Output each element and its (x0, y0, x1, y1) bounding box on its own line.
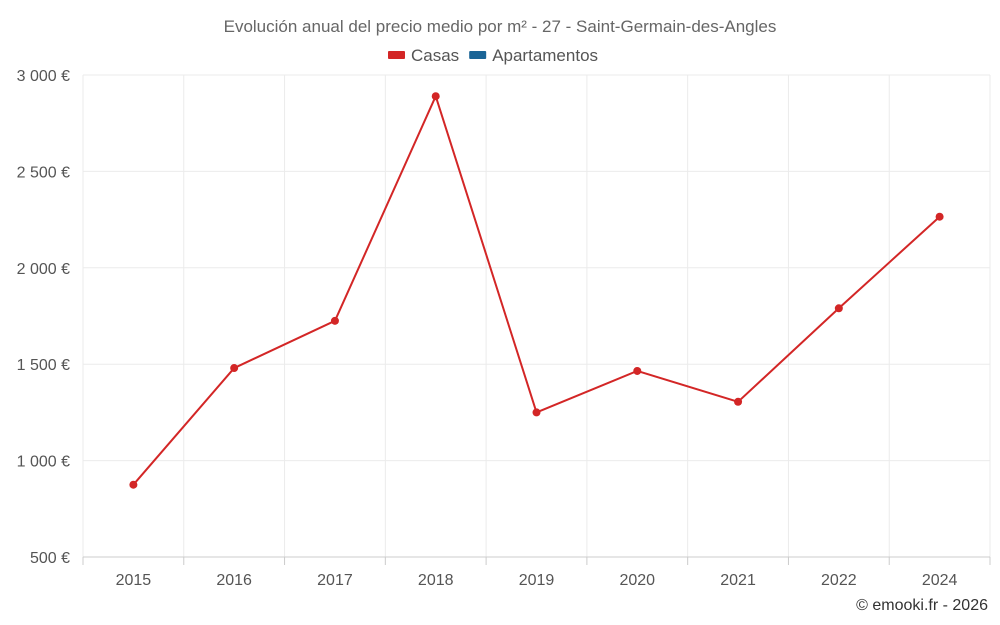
data-point (734, 397, 743, 406)
legend-swatch (388, 51, 405, 59)
y-tick-label: 3 000 € (17, 68, 70, 85)
x-tick-label: 2020 (619, 572, 655, 589)
x-tick-label: 2015 (116, 572, 152, 589)
x-tick-label: 2021 (720, 572, 756, 589)
data-point (129, 480, 138, 489)
series-line-casas (132, 95, 941, 486)
y-tick-label: 2 000 € (17, 261, 70, 278)
legend-label: Apartamentos (492, 46, 598, 65)
data-point (633, 366, 642, 375)
x-tick-label: 2016 (216, 572, 252, 589)
x-tick-label: 2019 (519, 572, 555, 589)
grid (82, 74, 991, 557)
series-layer (129, 92, 944, 489)
y-tick-label: 500 € (30, 550, 70, 567)
legend-label: Casas (411, 46, 459, 65)
x-tick-label: 2022 (821, 572, 857, 589)
x-tick-label: 2024 (922, 572, 958, 589)
y-tick-label: 2 500 € (17, 164, 70, 181)
x-tick-label: 2018 (418, 572, 454, 589)
y-tick-label: 1 000 € (17, 454, 70, 471)
data-point (230, 364, 239, 373)
axes: 500 € 1 000 € 1 500 € 2 000 € 2 500 € 3 000 €… (17, 68, 991, 589)
y-tick-label: 1 500 € (17, 357, 70, 374)
data-point (834, 304, 843, 313)
credit-text: © emooki.fr - 2026 (856, 597, 988, 614)
x-tick-label: 2017 (317, 572, 353, 589)
data-point (330, 316, 339, 325)
legend-swatch (469, 51, 487, 59)
legend-item-apartamentos: Apartamentos (469, 46, 598, 65)
data-point (532, 408, 541, 417)
legend-item-casas: Casas (388, 46, 459, 65)
data-point (431, 92, 440, 101)
legend: Casas Apartamentos (388, 46, 598, 65)
data-point (935, 212, 944, 221)
chart-title: Evolución anual del precio medio por m² … (224, 17, 777, 36)
